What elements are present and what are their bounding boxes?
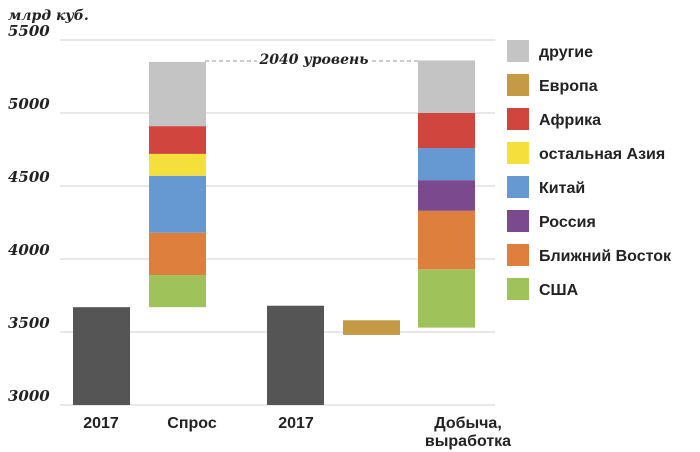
bar-segment-Европа	[343, 320, 400, 335]
bar-segment-Ближний Восток	[149, 232, 206, 276]
x-tick-label: Спрос	[167, 415, 217, 432]
y-tick-label: 5500	[8, 22, 50, 40]
bars	[73, 60, 475, 405]
bar-segment-другие	[149, 61, 206, 127]
legend-label: США	[539, 282, 579, 299]
annotation-bg	[257, 50, 372, 68]
bar-segment-Россия	[418, 180, 475, 211]
bar-segment-США	[418, 269, 475, 328]
y-tick-label: 5000	[8, 95, 50, 113]
bar-segment-другие	[418, 60, 475, 113]
legend-swatch	[507, 278, 529, 300]
legend-label: Китай	[539, 180, 585, 197]
legend-swatch	[507, 40, 529, 62]
unit-label: млрд куб.	[8, 8, 89, 24]
bar-segment-остальная Азия	[149, 153, 206, 176]
y-tick-label: 4000	[8, 241, 50, 259]
bar-segment-Китай	[149, 175, 206, 233]
y-axis-ticks: 3000 3500 4000 4500 5000 5500	[8, 22, 50, 405]
legend-swatch	[507, 244, 529, 266]
y-tick-label: 3500	[8, 314, 50, 332]
x-tick-label: 2017	[83, 415, 119, 432]
legend-swatch	[507, 74, 529, 96]
legend-swatch	[507, 210, 529, 232]
legend-label: Ближний Восток	[539, 248, 672, 265]
legend-swatch	[507, 176, 529, 198]
legend-swatch	[507, 108, 529, 130]
bar-segment-Африка	[418, 113, 475, 149]
legend-label: Европа	[539, 78, 598, 95]
x-axis-labels: 2017 Спрос 2017 Добыча, выработка	[83, 415, 511, 450]
y-tick-label: 3000	[8, 387, 50, 405]
bar-2017	[267, 305, 324, 405]
x-tick-label: 2017	[278, 415, 314, 432]
bar-segment-США	[149, 275, 206, 308]
legend-label: остальная Азия	[539, 146, 665, 163]
y-tick-label: 4500	[8, 168, 50, 186]
bar-2017	[73, 307, 130, 405]
bar-segment-Китай	[418, 148, 475, 181]
level-annotation: 2040 уровень	[205, 50, 418, 68]
legend: другие Европа Африка остальная Азия Китай Рос…	[507, 40, 672, 300]
legend-label: Россия	[539, 214, 596, 231]
legend-label: другие	[539, 44, 593, 61]
legend-swatch	[507, 142, 529, 164]
legend-label: Африка	[539, 112, 601, 129]
bar-segment-Ближний Восток	[418, 210, 475, 270]
annotation-text: 2040 уровень	[259, 52, 369, 68]
x-tick-label: Добыча, выработка	[425, 415, 511, 450]
bar-segment-Африка	[149, 126, 206, 154]
